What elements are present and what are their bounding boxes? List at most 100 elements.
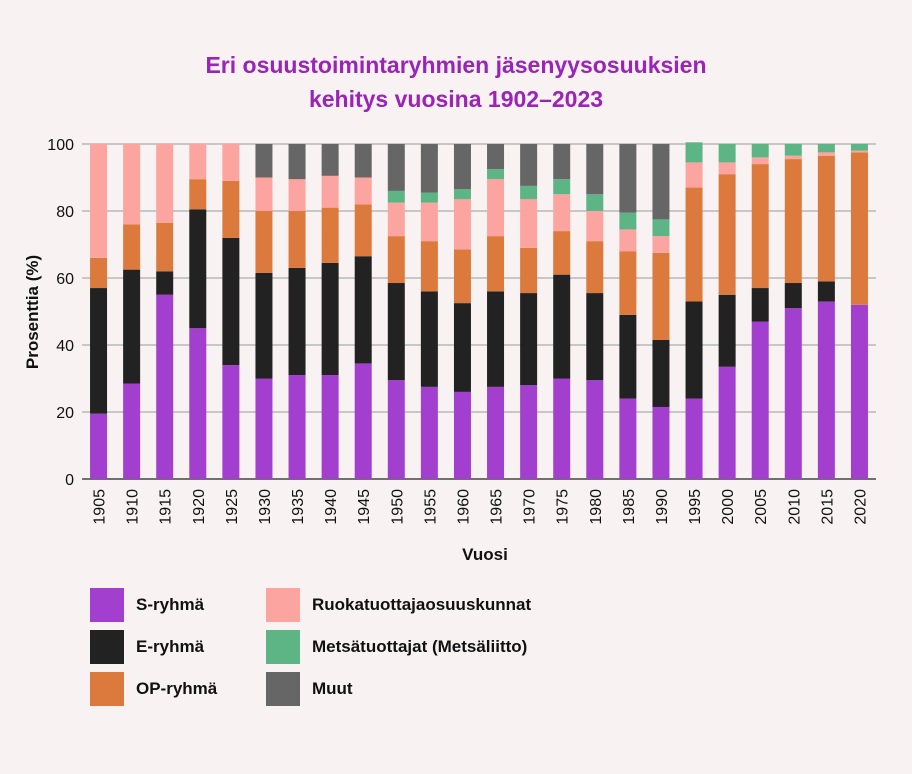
legend-item: Metsätuottajat (Metsäliitto) [266,630,527,664]
bar-segment [784,155,802,160]
bar-segment [685,187,703,302]
bar-segment [652,144,670,220]
bar-segment [288,375,306,479]
bars [90,142,868,479]
bar-segment [156,222,174,272]
bar-segment [850,144,868,151]
bar-segment [817,281,835,302]
bar-segment [652,252,670,340]
x-axis-label: Vuosi [462,545,508,564]
x-tick-label: 1960 [455,489,472,525]
bar-segment [189,209,207,329]
bar-segment [321,262,339,376]
bar-segment [387,236,405,284]
bar-segment [553,194,571,232]
legend-label: OP-ryhmä [136,679,218,698]
bar-segment [487,291,505,387]
bar-segment [685,162,703,188]
bar-segment [453,189,471,200]
bar-segment [255,211,273,273]
legend-swatch [90,672,124,706]
bar-segment [718,144,736,163]
bar-segment [354,363,372,479]
x-tick-label: 1915 [158,489,175,525]
bar-segment [123,224,141,270]
bar-segment [354,144,372,178]
bar-segment [420,241,438,292]
bar-segment [387,380,405,479]
y-axis-ticks: 0 20 40 60 80 100 [47,137,74,489]
bar-segment [586,144,604,195]
legend-label: Metsätuottajat (Metsäliitto) [312,637,528,656]
bar-segment [751,144,769,158]
bar-segment [751,288,769,322]
x-tick-label: 1930 [257,489,274,525]
x-tick-label: 2000 [720,489,737,525]
x-tick-label: 1995 [687,489,704,525]
legend-swatch [266,630,300,664]
bar-segment [784,144,802,156]
bar-segment [288,144,306,180]
x-tick-label: 1980 [588,489,605,525]
bar-segment [420,144,438,193]
bar-segment [520,247,538,294]
bar-segment [255,144,273,178]
bar-segment [90,288,108,414]
bar-segment [354,204,372,257]
x-tick-label: 1950 [389,489,406,525]
bar-segment [387,190,405,203]
bar-segment [619,251,637,315]
bar-segment [586,380,604,479]
x-tick-label: 1965 [489,489,506,525]
bar-segment [520,293,538,386]
bar-segment [453,249,471,304]
bar-segment [553,144,571,180]
bar-segment [817,301,835,479]
bar-segment [718,294,736,367]
bar-segment [520,385,538,479]
y-axis-label: Prosenttia (%) [23,255,42,369]
bar-segment [156,294,174,479]
bar-segment [784,308,802,479]
bar-segment [817,155,835,282]
bar-segment [685,301,703,399]
bar-segment [387,283,405,381]
y-tick-label: 80 [56,204,74,221]
x-tick-label: 2020 [852,489,869,525]
bar-segment [420,386,438,479]
legend-swatch [266,672,300,706]
bar-segment [718,162,736,175]
legend-item: E-ryhmä [90,630,204,664]
bar-segment [619,314,637,399]
bar-segment [553,231,571,275]
bar-segment [520,185,538,200]
legend-item: Muut [266,672,353,706]
bar-segment [354,177,372,205]
bar-segment [784,159,802,284]
bar-segment [288,267,306,376]
bar-segment [718,174,736,295]
bar-segment [553,179,571,195]
bar-segment [123,269,141,384]
legend-label: Muut [312,679,353,698]
chart-title-line-1: Eri osuustoimintaryhmien jäsenyysosuuksi… [205,52,707,78]
legend-swatch [90,630,124,664]
x-tick-label: 1970 [522,489,539,525]
legend-swatch [266,588,300,622]
bar-segment [586,211,604,242]
bar-segment [487,179,505,237]
x-tick-label: 1955 [422,489,439,525]
bar-segment [520,144,538,186]
bar-segment [553,378,571,479]
bar-segment [156,144,174,223]
bar-segment [619,144,637,213]
x-tick-label: 1910 [125,489,142,525]
y-tick-label: 0 [65,472,74,489]
bar-segment [387,144,405,191]
bar-segment [189,179,207,210]
bar-segment [189,144,207,180]
y-tick-label: 60 [56,271,74,288]
bar-segment [453,199,471,250]
bar-segment [222,180,240,238]
bar-segment [619,398,637,479]
